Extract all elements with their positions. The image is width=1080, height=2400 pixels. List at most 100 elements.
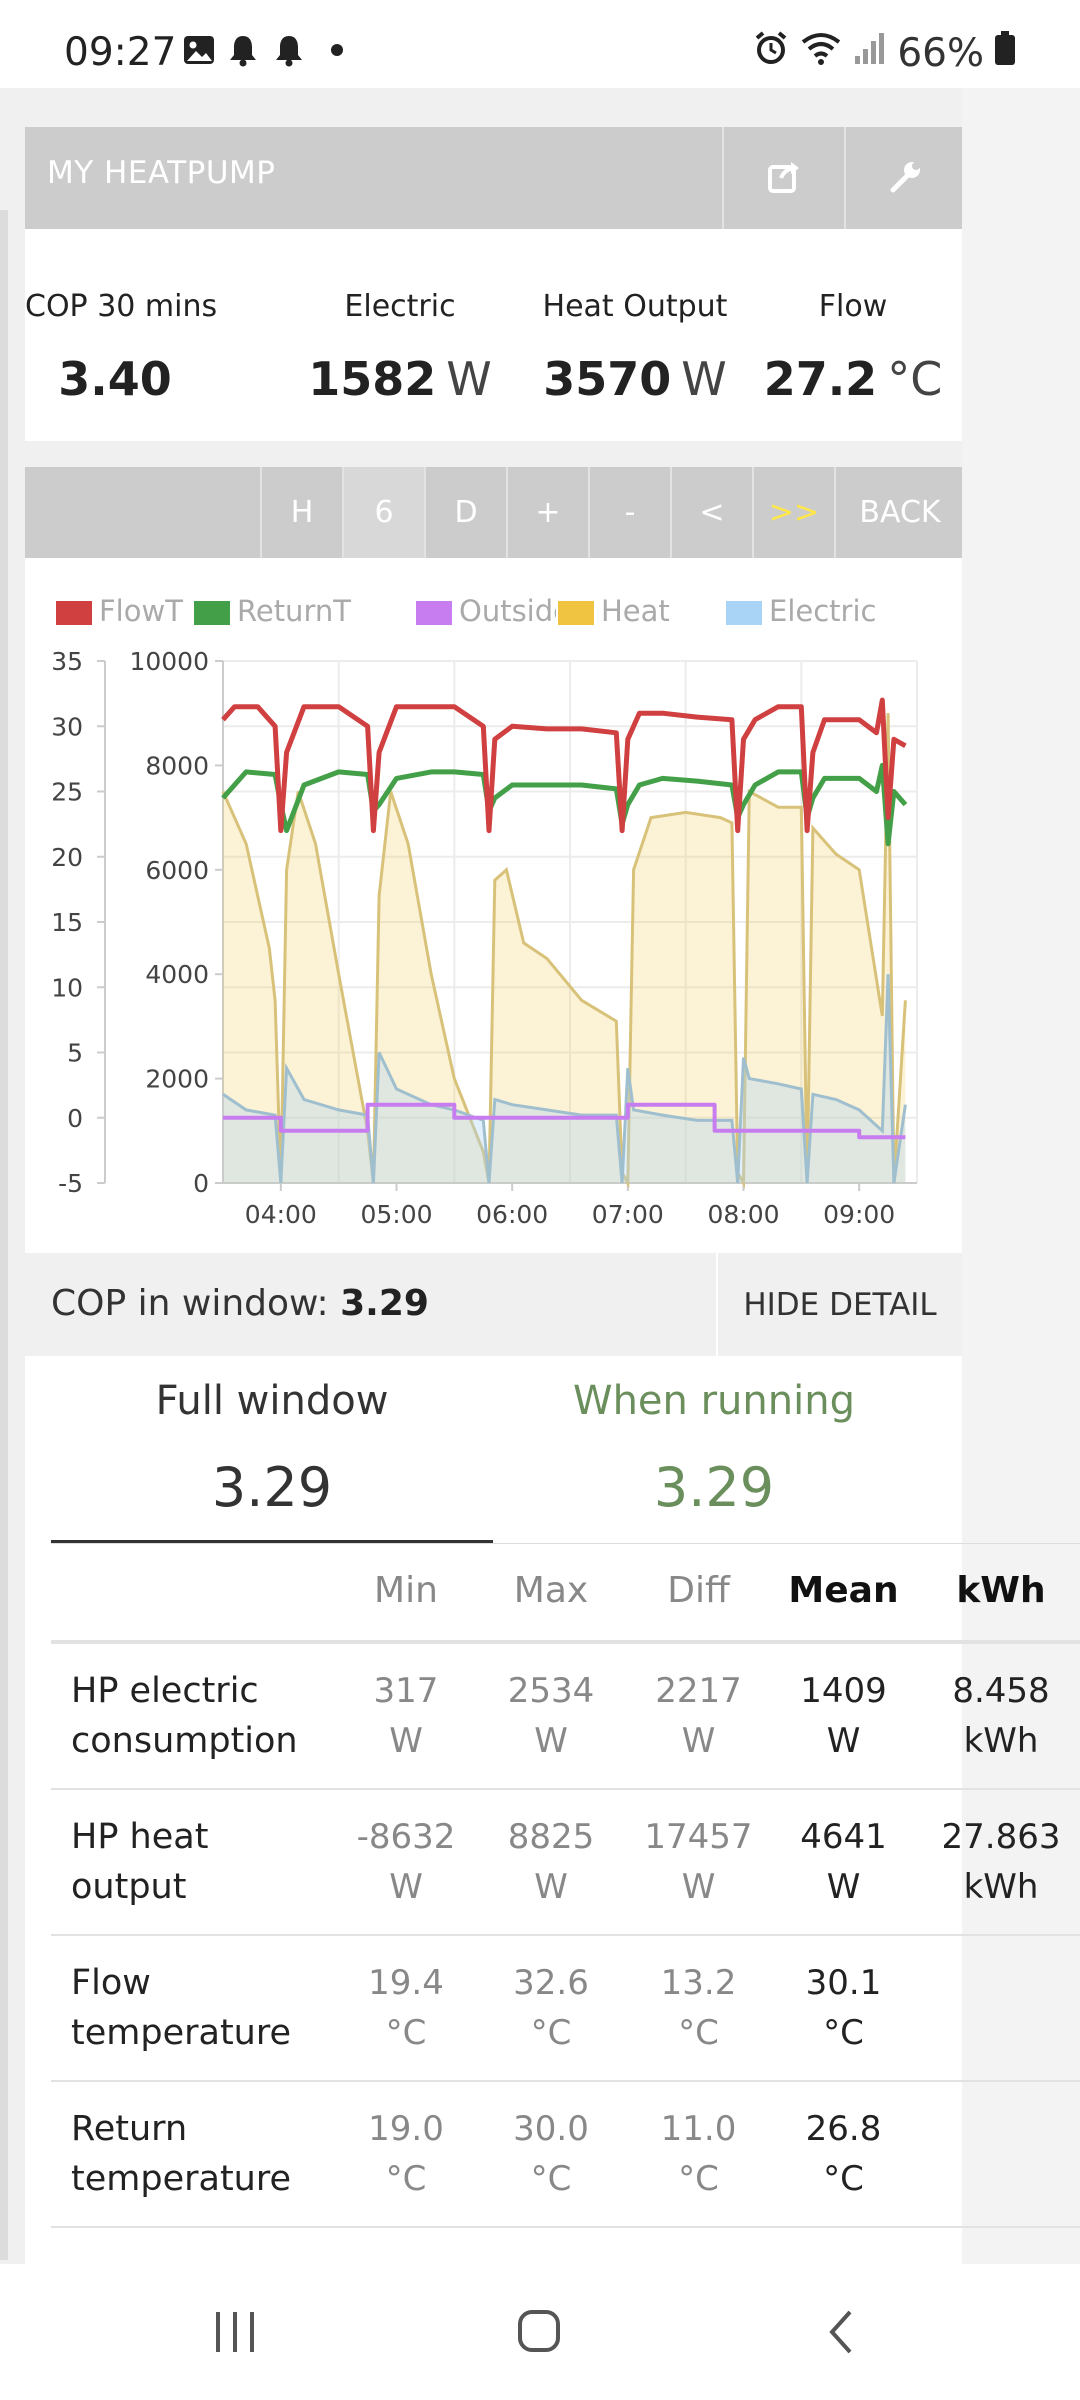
status-time: 09:27 bbox=[64, 30, 177, 75]
metrics-panel: COP 30 mins 3.40 Electric 1582 W Heat Out… bbox=[25, 229, 962, 441]
metric-electric: Electric 1582 W bbox=[275, 289, 525, 406]
x-tick: 06:00 bbox=[476, 1200, 548, 1229]
cop-window-bar: COP in window: 3.29 HIDE DETAIL bbox=[25, 1253, 962, 1356]
app-title: MY HEATPUMP bbox=[47, 155, 276, 191]
table-row: Return temperature 19.0 °C 30.0 °C 11.0 °C 2… bbox=[51, 2082, 1080, 2228]
status-right: 66% bbox=[753, 30, 1016, 76]
row-label: Flow temperature bbox=[71, 1963, 291, 2053]
chart-panel[interactable]: FlowT ReturnT OutsideT Heat Electric 35 30 25 20… bbox=[25, 558, 962, 1253]
cell-diff: 13.2 °C bbox=[660, 1963, 737, 2053]
dot-icon bbox=[330, 30, 344, 70]
metric-cop: COP 30 mins 3.40 bbox=[25, 289, 217, 406]
x-tick: 09:00 bbox=[823, 1200, 895, 1229]
metric-label: Flow bbox=[818, 289, 888, 324]
stats-table: Min Max Diff Mean kWh HP electric consump… bbox=[51, 1544, 1080, 2228]
metric-flow: Flow 27.2 °C bbox=[743, 289, 963, 406]
time-6h-button[interactable]: 6 bbox=[342, 467, 424, 558]
bell-icon bbox=[274, 30, 304, 70]
cell-diff: 17457 W bbox=[644, 1817, 753, 1907]
table-row: HP heat output -8632 W 8825 W 17457 W 4641 W … bbox=[51, 1790, 1080, 1936]
y-tick-right: 8000 bbox=[145, 751, 209, 780]
header-min: Min bbox=[374, 1570, 438, 1611]
zoom-in-button[interactable]: + bbox=[506, 467, 588, 558]
heatpump-chart[interactable]: FlowT ReturnT OutsideT Heat Electric35302520… bbox=[25, 558, 962, 1253]
pan-left-button[interactable]: < bbox=[670, 467, 752, 558]
app-header: MY HEATPUMP bbox=[25, 127, 962, 229]
y-tick-left: 0 bbox=[67, 1104, 83, 1133]
signal-icon bbox=[853, 30, 887, 76]
header-diff: Diff bbox=[667, 1570, 730, 1611]
cell-min: 19.4 °C bbox=[368, 1963, 444, 2053]
cell-kwh: 27.863 kWh bbox=[941, 1817, 1061, 1907]
detail-panel: Full window 3.29 When running 3.29 Min M… bbox=[25, 1356, 1080, 2264]
metric-unit: W bbox=[446, 352, 492, 406]
battery-text: 66% bbox=[897, 30, 984, 76]
hide-detail-button[interactable]: HIDE DETAIL bbox=[716, 1253, 962, 1356]
cell-max: 8825 W bbox=[507, 1817, 595, 1907]
cell-min: -8632 W bbox=[356, 1817, 456, 1907]
y-tick-left: 35 bbox=[51, 647, 83, 676]
row-label: HP electric consumption bbox=[71, 1671, 298, 1761]
cell-max: 32.6 °C bbox=[513, 1963, 589, 2053]
metric-heat-output: Heat Output 3570 W bbox=[510, 289, 760, 406]
y-tick-left: 20 bbox=[51, 843, 83, 872]
back-icon[interactable] bbox=[826, 2308, 856, 2360]
legend-swatch bbox=[414, 599, 454, 627]
legend-label: ReturnT bbox=[237, 594, 351, 628]
legend-label: Electric bbox=[769, 594, 876, 628]
table-row: HP electric consumption 317 W 2534 W 2217 W … bbox=[51, 1644, 1080, 1790]
legend-label: Heat bbox=[601, 594, 670, 628]
time-hour-button[interactable]: H bbox=[260, 467, 342, 558]
electric-series-area bbox=[223, 974, 906, 1183]
y-tick-right: 6000 bbox=[145, 856, 209, 885]
y-tick-left: 25 bbox=[51, 778, 83, 807]
page-right-margin bbox=[962, 88, 1080, 2264]
share-button[interactable] bbox=[722, 127, 846, 229]
tab-label: Full window bbox=[155, 1378, 389, 1424]
wrench-icon bbox=[887, 158, 923, 198]
cop-window-label: COP in window: bbox=[51, 1283, 329, 1324]
tab-when-running[interactable]: When running 3.29 bbox=[493, 1378, 935, 1519]
header-kwh: kWh bbox=[956, 1570, 1046, 1611]
cell-mean: 26.8 °C bbox=[805, 2109, 882, 2199]
metric-unit: W bbox=[681, 352, 727, 406]
zoom-out-button[interactable]: - bbox=[588, 467, 670, 558]
outside-temp-series bbox=[223, 1102, 906, 1140]
bell-icon bbox=[228, 30, 258, 70]
time-day-button[interactable]: D bbox=[424, 467, 506, 558]
header-mean: Mean bbox=[788, 1570, 899, 1611]
battery-icon bbox=[994, 30, 1016, 76]
metric-unit: °C bbox=[887, 352, 943, 406]
cell-diff: 2217 W bbox=[655, 1671, 742, 1761]
x-tick: 08:00 bbox=[707, 1200, 779, 1229]
table-row: Flow temperature 19.4 °C 32.6 °C 13.2 °C 30.… bbox=[51, 1936, 1080, 2082]
back-button[interactable]: BACK bbox=[834, 467, 964, 558]
cop-window-value: 3.29 bbox=[340, 1283, 429, 1324]
metric-value: 3570 bbox=[543, 352, 672, 406]
cell-mean: 1409 W bbox=[800, 1671, 887, 1761]
y-tick-left: 5 bbox=[67, 1039, 83, 1068]
y-tick-right: 0 bbox=[193, 1169, 209, 1198]
stats-header-row: Min Max Diff Mean kWh bbox=[51, 1544, 1080, 1644]
home-icon[interactable] bbox=[516, 2308, 562, 2358]
side-drawer-edge bbox=[0, 210, 8, 2260]
wifi-icon bbox=[799, 30, 843, 76]
tab-divider bbox=[51, 1543, 1080, 1544]
cell-kwh: 8.458 kWh bbox=[952, 1671, 1050, 1761]
settings-button[interactable] bbox=[844, 127, 964, 229]
tab-value: 3.29 bbox=[211, 1456, 333, 1519]
tab-value: 3.29 bbox=[653, 1456, 775, 1519]
metric-value: 27.2 bbox=[763, 352, 878, 406]
chart-toolbar: H 6 D + - < >> BACK bbox=[25, 467, 962, 558]
cell-mean: 30.1 °C bbox=[805, 1963, 882, 2053]
metric-value: 3.40 bbox=[58, 352, 172, 406]
pan-right-button[interactable]: >> bbox=[752, 467, 834, 558]
y-tick-right: 10000 bbox=[129, 647, 209, 676]
tab-full-window[interactable]: Full window 3.29 bbox=[51, 1378, 493, 1519]
row-label: Return temperature bbox=[71, 2109, 291, 2199]
recent-apps-icon[interactable] bbox=[212, 2310, 258, 2358]
metric-label: Heat Output bbox=[542, 289, 728, 324]
x-tick: 04:00 bbox=[245, 1200, 317, 1229]
cell-min: 19.0 °C bbox=[368, 2109, 444, 2199]
system-nav-bar bbox=[0, 2264, 1080, 2400]
